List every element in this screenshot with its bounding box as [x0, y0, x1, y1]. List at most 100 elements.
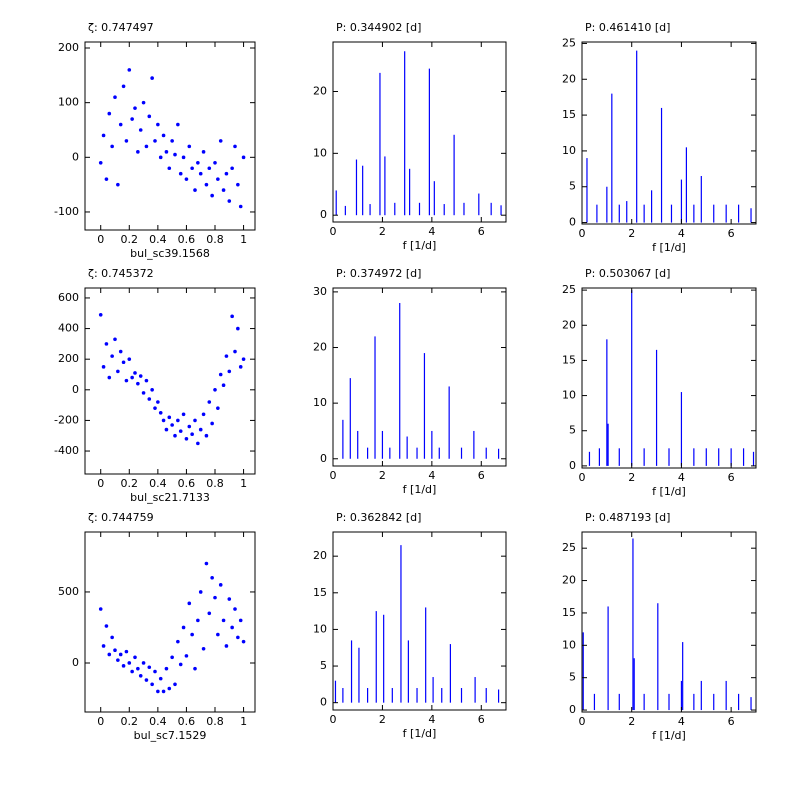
point — [210, 421, 214, 426]
y-tick-label: 20 — [562, 574, 576, 587]
point — [170, 423, 174, 427]
point — [167, 686, 172, 691]
point — [198, 590, 203, 594]
x-axis-label: f [1/d] — [403, 483, 437, 496]
point — [107, 652, 112, 657]
point — [227, 597, 232, 601]
x-tick-label: 0.4 — [149, 715, 167, 728]
point — [141, 661, 146, 665]
y-tick-label: 5 — [569, 424, 576, 437]
point — [147, 665, 152, 670]
point — [167, 166, 172, 171]
y-tick-label: 10 — [562, 638, 576, 651]
point — [98, 312, 103, 317]
y-tick-label: -400 — [54, 444, 79, 457]
y-tick-label: -200 — [54, 413, 79, 426]
point — [190, 432, 194, 436]
point — [150, 76, 154, 80]
point — [133, 371, 137, 375]
point — [121, 664, 126, 668]
point — [121, 360, 126, 365]
point — [213, 160, 217, 165]
point — [233, 144, 237, 149]
x-axis-label: bul_sc7.1529 — [134, 729, 207, 742]
point — [144, 378, 149, 383]
point — [176, 639, 180, 644]
point — [241, 357, 246, 361]
point — [156, 689, 160, 694]
point — [130, 375, 134, 380]
x-tick-label: 0.4 — [149, 233, 167, 246]
point — [184, 654, 189, 658]
point — [181, 155, 186, 160]
y-tick-label: 15 — [562, 606, 576, 619]
point — [198, 427, 203, 432]
point — [213, 388, 217, 392]
point — [204, 561, 209, 566]
y-tick-label: 30 — [313, 285, 327, 298]
y-tick-label: 0 — [72, 656, 79, 669]
x-tick-label: 4 — [428, 713, 435, 726]
point — [236, 182, 240, 187]
point — [141, 391, 146, 395]
marks — [98, 312, 246, 446]
point — [201, 150, 206, 154]
plot-frame — [84, 531, 256, 713]
point — [138, 673, 143, 678]
x-tick-label: 0.6 — [178, 233, 196, 246]
point — [184, 436, 189, 441]
plot-frame — [581, 287, 757, 469]
x-tick-label: 0 — [579, 715, 586, 728]
point — [204, 182, 209, 187]
point — [173, 152, 177, 157]
point — [127, 357, 132, 361]
point — [164, 666, 169, 671]
point — [104, 177, 109, 181]
point — [124, 378, 129, 383]
point — [196, 160, 200, 165]
y-tick-label: 25 — [562, 541, 576, 554]
y-tick-label: 25 — [562, 36, 576, 49]
point — [190, 166, 194, 171]
point — [221, 383, 226, 388]
point — [173, 682, 177, 687]
y-tick-label: 0 — [569, 459, 576, 472]
point — [178, 429, 183, 433]
point — [113, 95, 117, 99]
plot-frame — [84, 287, 256, 475]
point — [218, 139, 223, 143]
point — [130, 117, 134, 121]
y-tick-label: 5 — [569, 180, 576, 193]
point — [187, 601, 192, 606]
point — [241, 155, 246, 160]
point — [101, 133, 106, 138]
panel-title: ζ: 0.745372 — [88, 267, 154, 280]
point — [104, 624, 109, 628]
panel: P: 0.344902 [d] f [1/d] 0 2 4 6 0 10 20 — [313, 21, 507, 252]
point — [104, 342, 109, 346]
point — [118, 349, 123, 354]
point — [218, 583, 223, 587]
panel-title: ζ: 0.747497 — [88, 21, 154, 34]
x-tick-label: 2 — [379, 713, 386, 726]
point — [227, 369, 232, 374]
point — [176, 418, 180, 423]
x-tick-label: 0.8 — [206, 477, 224, 490]
point — [207, 166, 212, 171]
point — [136, 150, 140, 154]
point — [224, 354, 229, 358]
point — [138, 128, 143, 132]
point — [133, 106, 137, 110]
x-axis-label: f [1/d] — [652, 485, 686, 498]
point — [233, 349, 237, 354]
y-tick-label: 0 — [320, 452, 327, 465]
y-tick-label: 10 — [313, 146, 327, 159]
point — [178, 171, 183, 176]
panel: P: 0.487193 [d] f [1/d] 0 2 4 6 0 5 10 15 20 25 — [562, 511, 757, 742]
x-tick-label: 4 — [678, 471, 685, 484]
y-tick-label: 15 — [562, 353, 576, 366]
x-tick-label: 2 — [379, 469, 386, 482]
x-axis-label: f [1/d] — [652, 241, 686, 254]
x-tick-label: 0.2 — [121, 715, 139, 728]
point — [153, 669, 157, 674]
